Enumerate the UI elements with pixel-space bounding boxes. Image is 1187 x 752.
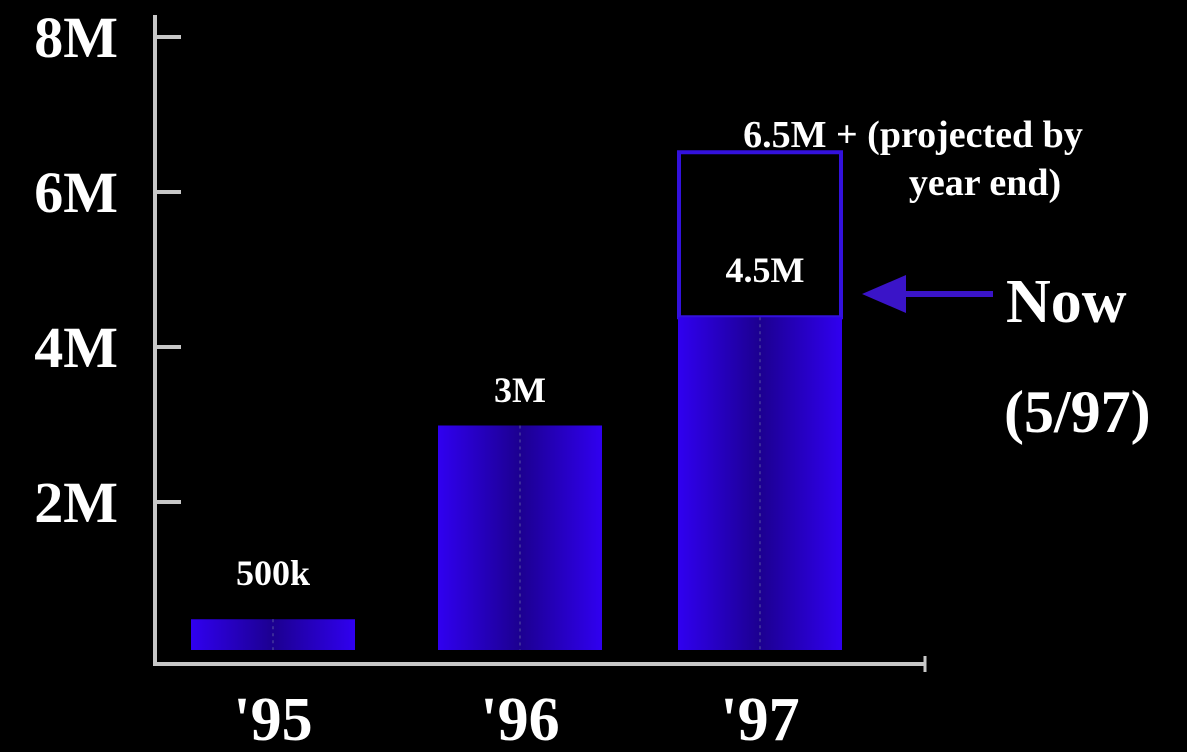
- data-label: 3M: [494, 370, 546, 410]
- now-label: Now: [1006, 268, 1127, 336]
- y-tick-label: 4M: [34, 315, 118, 380]
- axes: [153, 15, 927, 672]
- x-tick-label: '97: [720, 686, 799, 752]
- projected-label-line1: 6.5M + (projected by: [743, 114, 1083, 156]
- data-label: 500k: [236, 553, 310, 593]
- data-label: 4.5M: [726, 250, 805, 290]
- arrow-head: [862, 275, 906, 313]
- bars: [191, 150, 843, 650]
- annotations: Now (5/97): [862, 268, 1151, 445]
- x-tick-label: '95: [233, 686, 312, 752]
- x-tick-label: '96: [480, 686, 559, 752]
- now-date-label: (5/97): [1004, 379, 1151, 445]
- y-tick-label: 6M: [34, 160, 118, 225]
- y-tick-label: 8M: [34, 5, 118, 70]
- bar: [678, 317, 842, 650]
- y-tick-label: 2M: [34, 470, 118, 535]
- labels: 2M 4M 6M 8M 500k 3M 4.5M '95 '96 '97 6.5M + (proje…: [34, 5, 1083, 752]
- projected-label-line2: year end): [909, 162, 1061, 204]
- projected-outline: [677, 150, 843, 320]
